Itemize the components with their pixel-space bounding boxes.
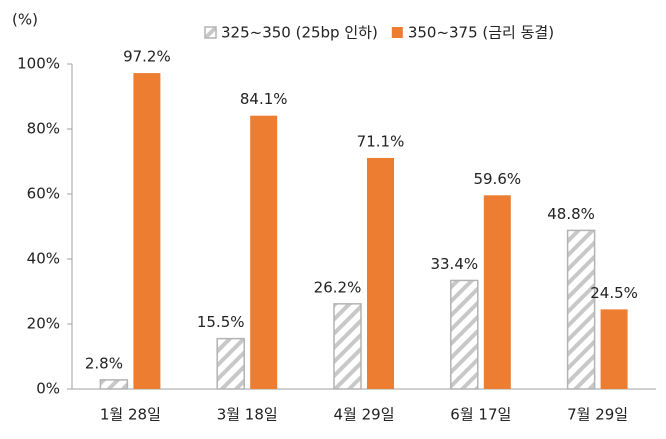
legend-label: 325~350 (25bp 인하) bbox=[221, 24, 378, 42]
value-label: 48.8% bbox=[547, 205, 595, 223]
y-tick-label: 20% bbox=[27, 315, 60, 333]
value-label: 71.1% bbox=[357, 132, 405, 150]
y-tick-label: 80% bbox=[27, 120, 60, 138]
x-tick-label: 4월 29일 bbox=[334, 406, 395, 424]
y-tick-label: 60% bbox=[27, 185, 60, 203]
bar bbox=[250, 115, 278, 390]
value-label: 26.2% bbox=[314, 278, 362, 296]
y-unit-label: (%) bbox=[12, 11, 38, 29]
bar bbox=[333, 303, 362, 390]
y-tick-label: 0% bbox=[36, 380, 60, 398]
x-tick-label: 3월 18일 bbox=[217, 406, 278, 424]
value-label: 97.2% bbox=[123, 48, 171, 66]
bar bbox=[600, 309, 628, 389]
x-tick-label: 1월 28일 bbox=[100, 406, 161, 424]
value-label: 2.8% bbox=[85, 354, 123, 372]
bar bbox=[566, 229, 596, 390]
bar bbox=[216, 337, 245, 390]
legend-swatch bbox=[204, 26, 217, 39]
value-label: 59.6% bbox=[473, 170, 521, 188]
legend-swatch bbox=[391, 27, 403, 38]
bar bbox=[133, 73, 161, 389]
bar bbox=[483, 195, 511, 389]
value-label: 24.5% bbox=[590, 284, 638, 302]
y-tick-label: 40% bbox=[27, 250, 60, 268]
legend-label: 350~375 (금리 동결) bbox=[408, 24, 554, 42]
value-label: 15.5% bbox=[197, 313, 245, 331]
value-label: 33.4% bbox=[430, 255, 478, 273]
x-tick-label: 6월 17일 bbox=[450, 406, 511, 424]
bar bbox=[450, 279, 479, 390]
value-label: 84.1% bbox=[240, 90, 288, 108]
bar bbox=[367, 157, 394, 389]
x-tick-label: 7월 29일 bbox=[567, 406, 628, 424]
bar bbox=[99, 379, 129, 390]
y-tick-label: 100% bbox=[17, 55, 60, 73]
